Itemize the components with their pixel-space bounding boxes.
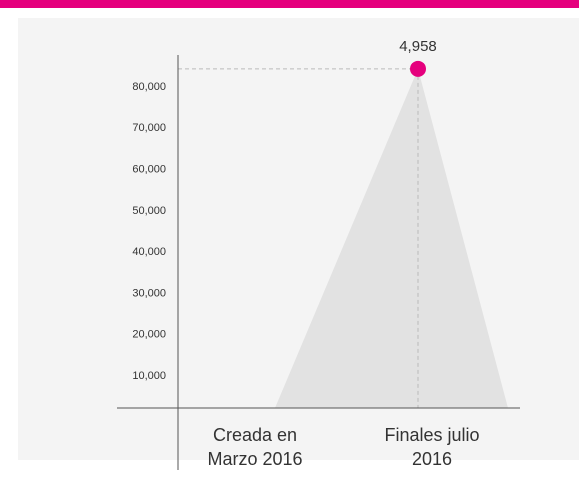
y-tick-label: 10,000 bbox=[132, 370, 166, 382]
y-tick-label: 60,000 bbox=[132, 163, 166, 175]
point bbox=[410, 60, 426, 77]
x-tick-label: Finales julio 2016 bbox=[384, 425, 480, 469]
annotation: 4,958 bbox=[399, 38, 437, 55]
y-tick-label: 30,000 bbox=[132, 287, 166, 299]
spread-shape bbox=[275, 68, 508, 408]
y-tick-label: 70,000 bbox=[132, 122, 166, 134]
y-tick-label: 50,000 bbox=[132, 205, 166, 217]
top-bar bbox=[0, 0, 579, 8]
y-tick-label: 20,000 bbox=[132, 329, 166, 341]
y-tick-label: 80,000 bbox=[132, 81, 166, 93]
x-tick-label: Creada en Marzo 2016 bbox=[207, 425, 303, 469]
y-tick-label: 40,000 bbox=[132, 246, 166, 258]
